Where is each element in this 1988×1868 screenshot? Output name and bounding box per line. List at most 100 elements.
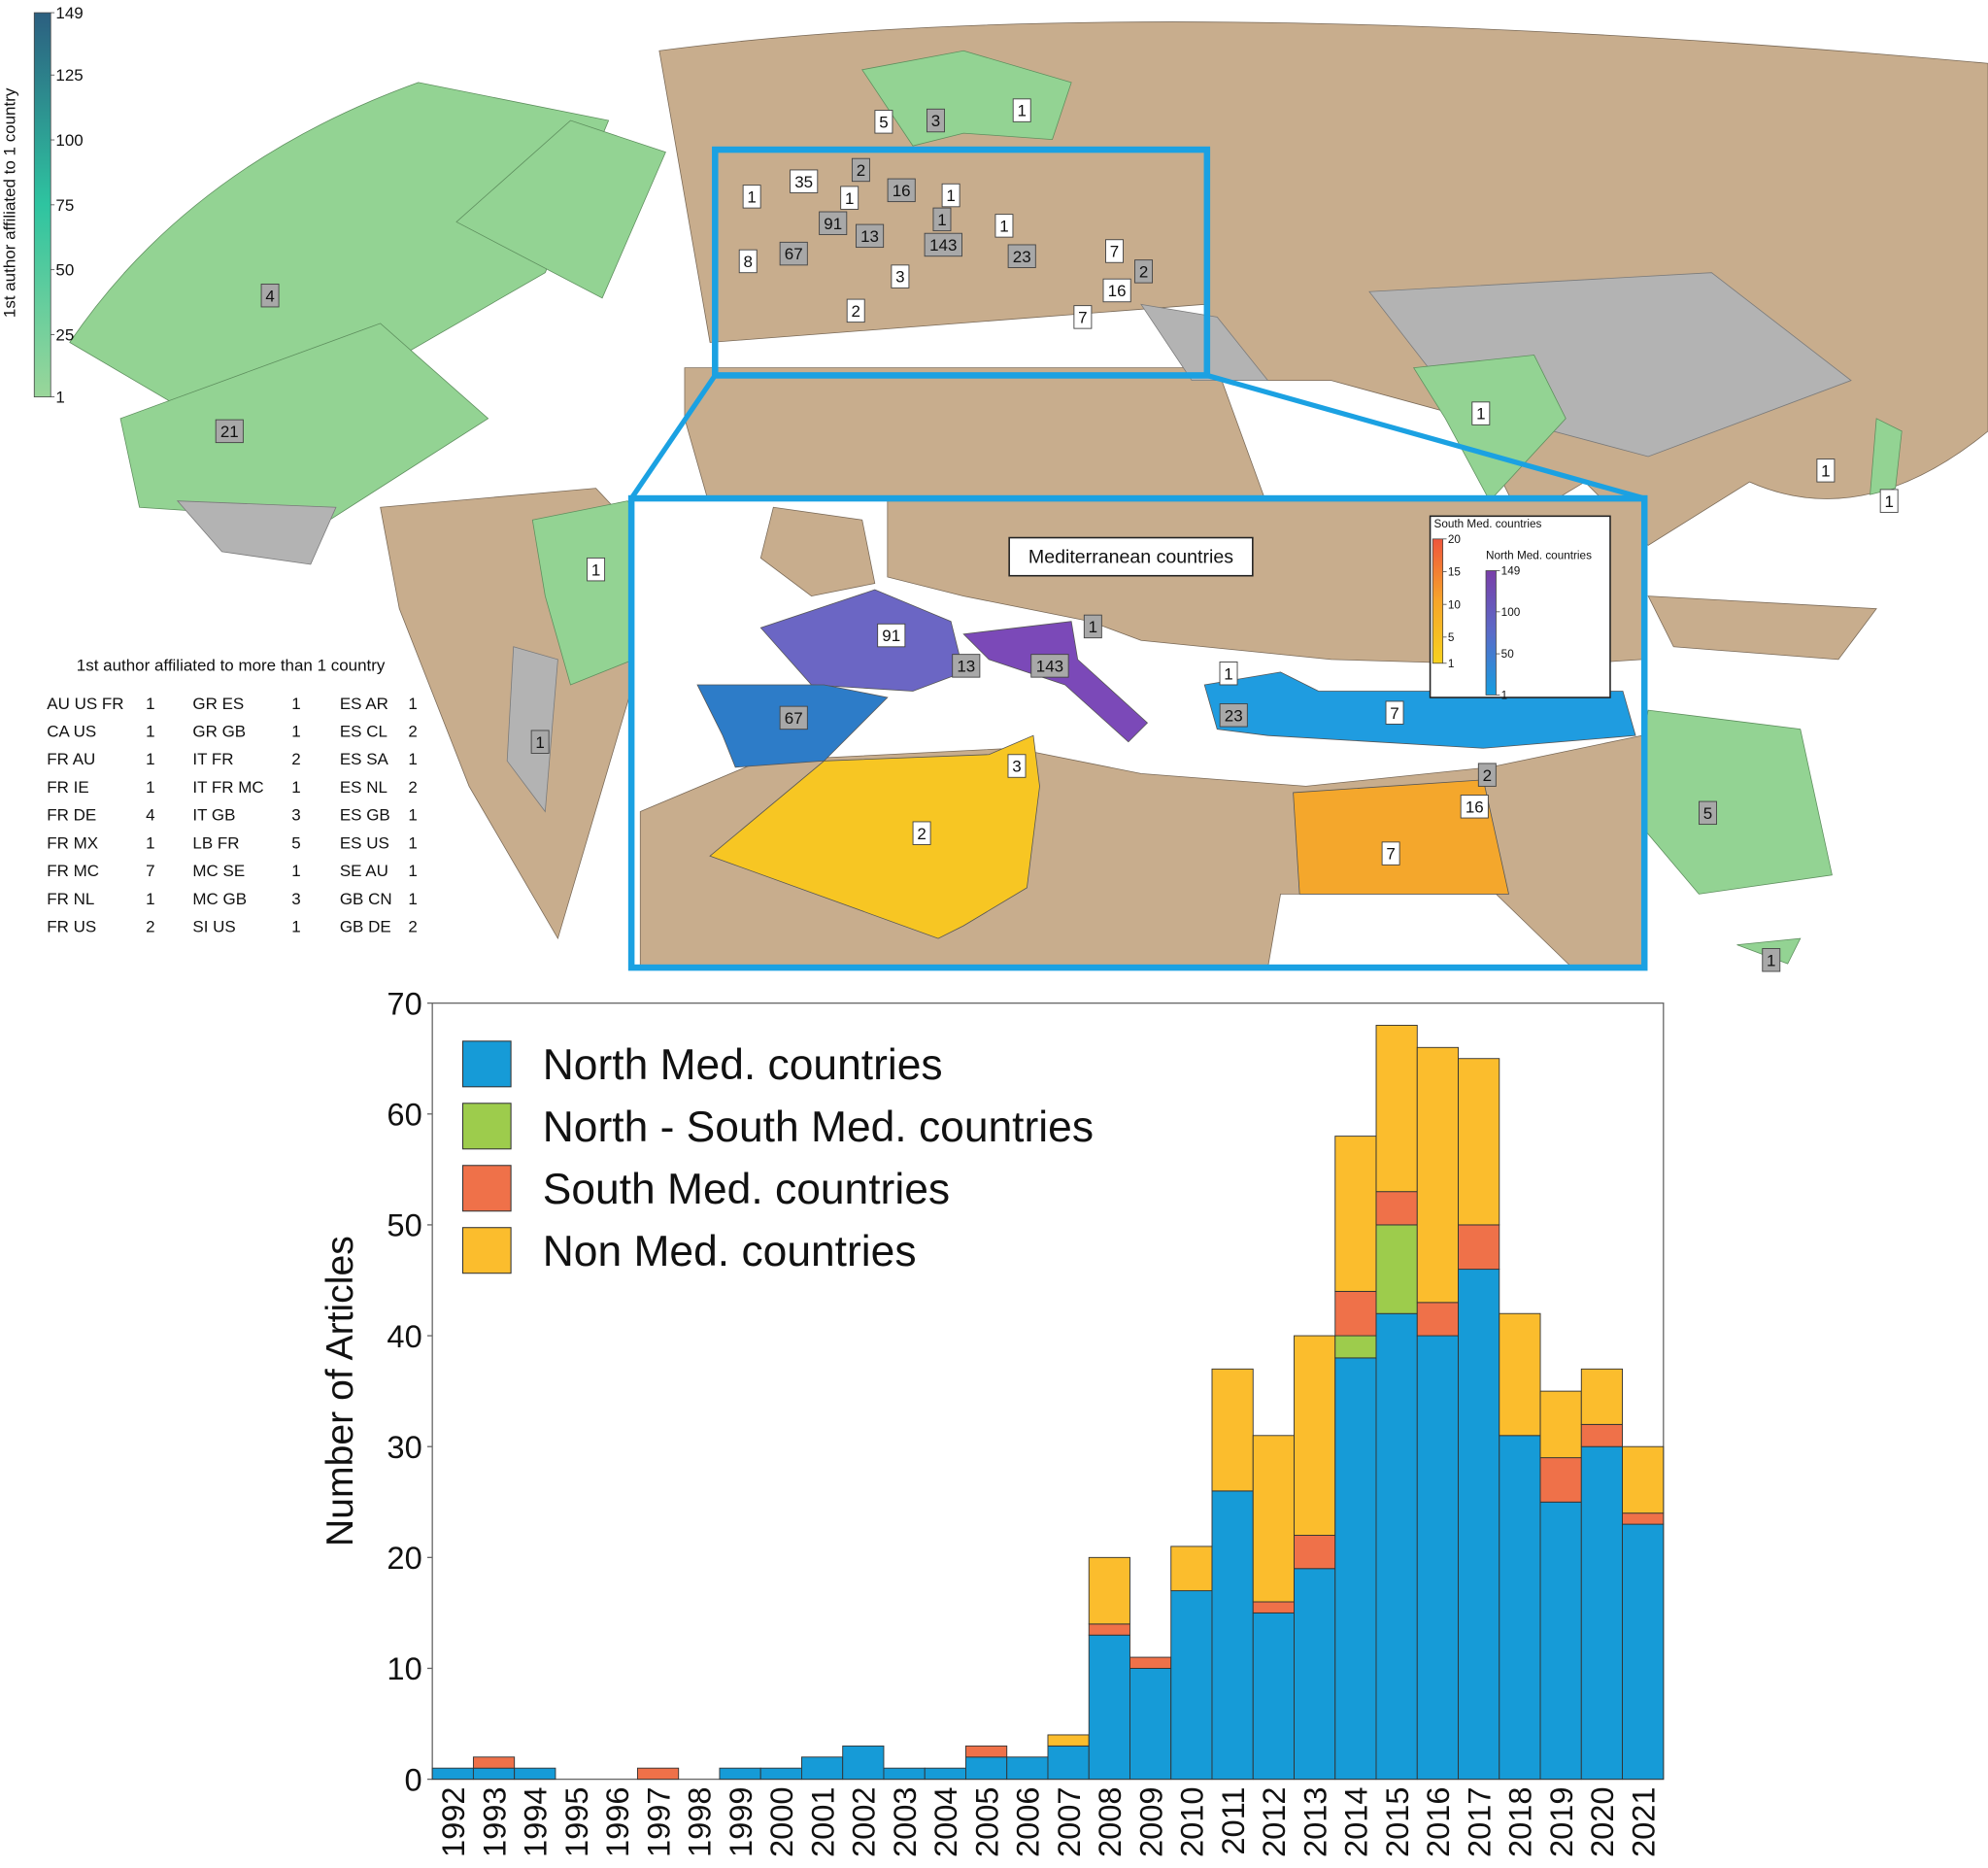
colorbar-tick-label: 15 xyxy=(1448,566,1462,579)
x-tick-label: 2011 xyxy=(1215,1786,1251,1854)
map-label: 143 xyxy=(1036,657,1063,675)
x-tick-label: 2006 xyxy=(1010,1786,1046,1857)
bar-segment xyxy=(1334,1357,1377,1781)
inset-legend-box xyxy=(1429,515,1611,698)
map-label-box xyxy=(874,110,893,134)
colorbar-tick-label: 1 xyxy=(55,389,64,407)
x-tick-label: 1995 xyxy=(558,1786,594,1857)
bar-segment xyxy=(1622,1445,1665,1514)
mexico xyxy=(176,500,337,565)
table-cell: 1 xyxy=(146,778,154,797)
bar-segment xyxy=(759,1767,802,1781)
map-label: 2 xyxy=(1139,262,1148,281)
map-label-box xyxy=(941,183,960,208)
bar-segment xyxy=(1375,1312,1418,1781)
table-cell: ES CL xyxy=(340,722,387,740)
map-label-box xyxy=(1879,489,1899,513)
map-label: 1 xyxy=(591,560,600,579)
y-tick-label: 30 xyxy=(387,1429,421,1465)
map-label-box xyxy=(742,185,761,209)
zoom-box xyxy=(712,146,1211,379)
y-tick-label: 50 xyxy=(387,1207,421,1243)
colorbar-tick-label: 125 xyxy=(55,66,83,85)
map-label-box xyxy=(932,207,952,232)
table-cell: SE AU xyxy=(340,862,388,880)
map-label-box xyxy=(779,241,808,266)
map-label: 1 xyxy=(1821,461,1830,480)
table-cell: ES AR xyxy=(340,695,388,713)
map-label-box xyxy=(840,186,859,210)
colorbar-tick-label: 100 xyxy=(1501,606,1521,619)
table-cell: 1 xyxy=(408,890,417,908)
bar-segment xyxy=(1458,1269,1500,1781)
map-label-box xyxy=(1083,614,1102,639)
bar-segment xyxy=(1416,1302,1459,1337)
map-label: 4 xyxy=(265,287,274,305)
map-label: 7 xyxy=(1078,308,1087,326)
map-label-box xyxy=(1007,244,1036,268)
map-label-box xyxy=(1699,800,1717,826)
bar-segment xyxy=(1334,1290,1377,1337)
x-tick-label: 2013 xyxy=(1297,1786,1332,1857)
map-label-box xyxy=(924,232,962,257)
bar-segment xyxy=(1458,1224,1500,1271)
map-label-box xyxy=(1073,305,1093,329)
greenland xyxy=(455,119,666,299)
x-tick-label: 1998 xyxy=(682,1786,718,1857)
table-cell: LB FR xyxy=(192,833,239,852)
map-label-box xyxy=(1007,754,1027,778)
y-tick-label: 0 xyxy=(405,1761,422,1797)
bar-segment xyxy=(1499,1435,1541,1781)
map-label-box xyxy=(738,249,758,274)
y-tick-label: 60 xyxy=(387,1097,421,1133)
legend-label: North Med. countries xyxy=(543,1041,943,1089)
x-tick-label: 2003 xyxy=(887,1786,923,1857)
table-cell: 3 xyxy=(291,890,300,908)
map-label-box xyxy=(887,178,916,203)
bar-segment xyxy=(1294,1568,1336,1781)
map-label: 3 xyxy=(895,268,904,287)
x-tick-label: 2001 xyxy=(804,1786,840,1857)
map-label: 13 xyxy=(957,657,975,675)
x-tick-label: 1992 xyxy=(435,1786,471,1857)
colorbar xyxy=(1485,570,1497,696)
bar-segment xyxy=(801,1756,844,1781)
table-cell: 2 xyxy=(146,918,154,936)
table-cell: IT FR MC xyxy=(192,778,263,797)
table-cell: AU US FR xyxy=(47,695,123,713)
map-label: 1 xyxy=(1767,951,1775,969)
map-label: 7 xyxy=(1110,243,1119,261)
y-tick-label: 10 xyxy=(387,1650,421,1686)
map-label: 1 xyxy=(1224,664,1232,683)
map-label-box xyxy=(891,264,910,289)
table-cell: 1 xyxy=(146,750,154,768)
map-label-box xyxy=(1385,700,1404,725)
map-label: 91 xyxy=(882,627,900,645)
x-tick-label: 2014 xyxy=(1338,1786,1374,1857)
bar-segment xyxy=(883,1767,926,1781)
bar-segment xyxy=(965,1756,1008,1781)
map-label: 1 xyxy=(845,189,854,208)
indonesia xyxy=(1647,595,1877,661)
map-label: 143 xyxy=(929,236,957,255)
x-tick-label: 2020 xyxy=(1584,1786,1620,1857)
map-label-box xyxy=(260,283,280,308)
bar-segment xyxy=(1416,1046,1459,1304)
table-cell: 1 xyxy=(408,695,417,713)
x-tick-label: 1999 xyxy=(723,1786,758,1857)
table-cell: 1 xyxy=(291,778,300,797)
legend-swatch xyxy=(461,1165,512,1212)
map-label-box xyxy=(912,821,931,845)
map-label: 67 xyxy=(785,245,803,263)
map-label: 3 xyxy=(1012,758,1021,776)
map-label-box xyxy=(1219,662,1238,686)
table-cell: 1 xyxy=(146,722,154,740)
bar-segment xyxy=(1334,1335,1377,1359)
table-cell: FR IE xyxy=(47,778,88,797)
bar-segment xyxy=(1088,1634,1130,1781)
table-title: 1st author affiliated to more than 1 cou… xyxy=(77,657,386,675)
map-label: 1 xyxy=(946,187,955,205)
usa xyxy=(119,323,489,521)
x-tick-label: 2008 xyxy=(1092,1786,1128,1857)
map-label: 16 xyxy=(893,182,911,200)
